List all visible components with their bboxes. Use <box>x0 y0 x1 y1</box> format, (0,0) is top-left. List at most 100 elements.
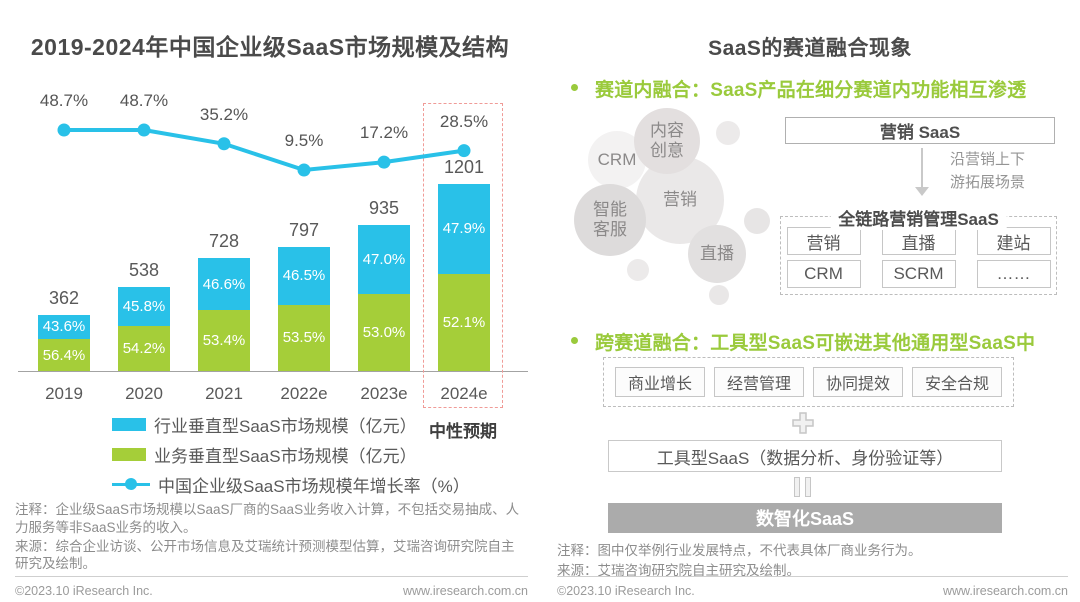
chart-notes: 注释：企业级SaaS市场规模以SaaS厂商的SaaS业务收入计算，不包括交易抽成… <box>15 501 527 574</box>
note-line: 注释：图中仅举例行业发展特点，不代表具体厂商业务行为。 <box>557 543 922 558</box>
bar-segment-share-label: 53.4% <box>202 332 246 350</box>
forecast-box <box>423 103 503 408</box>
marketing-saas-box: 营销 SaaS <box>785 117 1055 144</box>
bar-segment-business-vertical: 53.5% <box>278 304 330 371</box>
bullet-icon <box>571 84 578 91</box>
bar-segment-share-label: 47.9% <box>442 220 486 238</box>
full-chain-item: CRM <box>786 260 861 288</box>
growth-rate-label: 48.7% <box>119 91 169 110</box>
x-axis-line <box>18 371 528 372</box>
bar-2021: 46.6% 53.4% <box>198 257 250 371</box>
bar-2023e: 47.0% 53.0% <box>358 225 410 371</box>
decorative-circle <box>716 121 740 145</box>
bar-segment-industry-vertical: 46.5% <box>278 246 330 305</box>
plus-icon <box>792 412 814 434</box>
growth-rate-label: 17.2% <box>359 123 409 143</box>
bar-total-label: 362 <box>48 287 80 308</box>
bubble-label: 营销 <box>663 189 697 209</box>
growth-point <box>377 155 391 169</box>
bar-total-label: 1201 <box>443 157 485 177</box>
full-chain-item: SCRM <box>881 260 956 288</box>
note-line: 来源：艾瑞咨询研究院自主研究及绘制。 <box>557 563 800 579</box>
legend-dot-mark <box>125 478 137 490</box>
bar-total-label: 728 <box>208 230 240 251</box>
down-arrow-head-icon <box>915 187 929 196</box>
growth-point <box>217 137 231 151</box>
bar-segment-share-label: 56.4% <box>42 346 86 364</box>
bar-segment-industry-vertical: 46.6% <box>198 257 250 311</box>
growth-point <box>137 123 151 137</box>
market-size-chart: 43.6% 56.4% 362 2019 48.7% 45.8% 54.2% 538 2020 4… <box>0 70 540 408</box>
fusion-diagram-panel: SaaS的赛道融合现象 赛道内融合：SaaS产品在细分赛道内功能相互渗透 营销 … <box>540 0 1080 602</box>
bar-segment-share-label: 45.8% <box>122 297 166 315</box>
footer-website: www.iresearch.com.cn <box>402 584 528 598</box>
bubble-smart-service: 智能客服 <box>574 184 646 256</box>
digital-saas-box: 数智化SaaS <box>608 503 1002 533</box>
footer: ©2023.10 iResearch Inc. www.iresearch.co… <box>557 576 1068 598</box>
generic-saas-item: 协同提效 <box>813 367 903 397</box>
bubble-label: CRM <box>597 149 637 169</box>
bar-segment-industry-vertical: 47.0% <box>358 225 410 294</box>
decorative-circle <box>744 208 770 234</box>
full-chain-marketing-group: 全链路营销管理SaaS 营销 直播 建站 CRM SCRM …… <box>780 205 1057 295</box>
footer-copyright: ©2023.10 iResearch Inc. <box>15 584 153 598</box>
bar-segment-business-vertical: 56.4% <box>38 339 90 371</box>
bar-segment-industry-vertical: 43.6% <box>38 314 90 340</box>
note-line: 来源：综合企业访谈、公开市场信息及艾瑞统计预测模型估算，艾瑞咨询研究院自主研究及… <box>15 538 515 572</box>
chart-title: 2019-2024年中国企业级SaaS市场规模及结构 <box>30 34 510 60</box>
note-line: 注释：企业级SaaS市场规模以SaaS厂商的SaaS业务收入计算，不包括交易抽成… <box>15 502 520 535</box>
bar-segment-share-label: 53.5% <box>282 329 326 347</box>
bar-segment-share-label: 43.6% <box>42 318 86 336</box>
legend-row: 行业垂直型SaaS市场规模（亿元） <box>112 409 470 439</box>
bubble-content-creative: 内容创意 <box>634 108 700 174</box>
legend-swatch-business-vertical <box>112 447 146 461</box>
bar-total-label: 797 <box>288 219 320 240</box>
x-axis-label: 2023e <box>360 384 408 403</box>
legend-swatch-growth-line <box>112 477 150 491</box>
footer-copyright: ©2023.10 iResearch Inc. <box>557 584 695 598</box>
legend-label: 中国企业级SaaS市场规模年增长率（%） <box>158 476 470 496</box>
full-chain-item: 建站 <box>976 227 1051 255</box>
bar-total-label: 538 <box>128 260 160 281</box>
legend-row: 中国企业级SaaS市场规模年增长率（%） <box>112 469 470 499</box>
forecast-label: 中性预期 <box>429 422 497 441</box>
bar-segment-share-label: 54.2% <box>122 339 166 357</box>
arrow-annotation: 沿营销上下 游拓展场景 <box>950 151 1026 191</box>
bar-2019: 43.6% 56.4% <box>38 314 90 371</box>
legend-swatch-industry-vertical <box>112 417 146 431</box>
bar-segment-business-vertical: 53.4% <box>198 310 250 371</box>
full-chain-item: 营销 <box>786 227 861 255</box>
bar-segment-business-vertical: 52.1% <box>438 273 490 371</box>
generic-saas-item: 安全合规 <box>912 367 1002 397</box>
market-chart-panel: 2019-2024年中国企业级SaaS市场规模及结构 43.6% 56.4% 362… <box>0 34 540 598</box>
section-heading: 跨赛道融合：工具型SaaS可嵌进其他通用型SaaS中 <box>595 333 1036 354</box>
generic-saas-item: 商业增长 <box>615 367 705 397</box>
bar-segment-business-vertical: 53.0% <box>358 293 410 371</box>
growth-rate-label: 35.2% <box>199 104 249 124</box>
x-axis-label: 2019 <box>45 384 83 403</box>
growth-point <box>297 163 311 177</box>
diagram-title: SaaS的赛道融合现象 <box>708 37 912 60</box>
footer: ©2023.10 iResearch Inc. www.iresearch.co… <box>15 576 528 598</box>
growth-rate-label: 28.5% <box>439 111 489 131</box>
bubble-label: 直播 <box>700 243 734 263</box>
generic-saas-group: 商业增长 经营管理 协同提效 安全合规 <box>603 357 1014 407</box>
full-chain-item: 直播 <box>881 227 956 255</box>
growth-point <box>57 123 71 137</box>
bar-2020: 45.8% 54.2% <box>118 287 170 371</box>
bar-total-label: 935 <box>368 198 400 219</box>
legend-row: 业务垂直型SaaS市场规模（亿元） <box>112 439 470 469</box>
bar-segment-share-label: 46.5% <box>282 267 326 285</box>
bar-segment-business-vertical: 54.2% <box>118 325 170 371</box>
legend-label: 业务垂直型SaaS市场规模（亿元） <box>154 446 417 466</box>
equivalence-bar <box>805 477 811 497</box>
bubble-label: 内容创意 <box>650 120 684 160</box>
x-axis-label: 2022e <box>280 384 328 403</box>
x-axis-label: 2021 <box>205 384 243 403</box>
bubble-livestream: 直播 <box>688 225 746 283</box>
bar-2022e: 46.5% 53.5% <box>278 246 330 371</box>
tool-saas-box: 工具型SaaS（数据分析、身份验证等） <box>608 440 1002 472</box>
decorative-circle <box>709 285 729 305</box>
bar-segment-industry-vertical: 47.9% <box>438 184 490 274</box>
bar-segment-share-label: 46.6% <box>202 275 246 293</box>
